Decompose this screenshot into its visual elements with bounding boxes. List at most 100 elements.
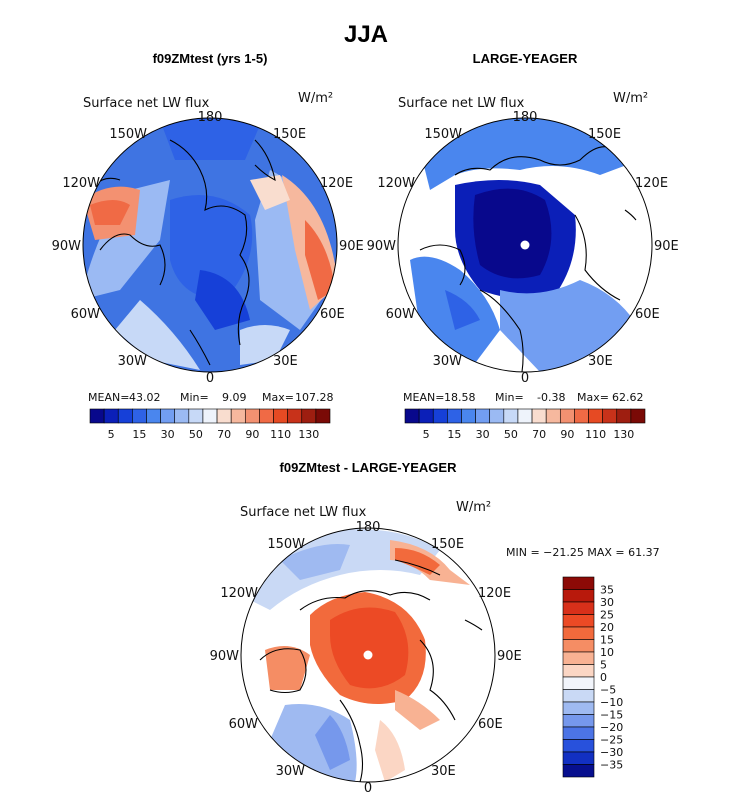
- lon-label: 60E: [478, 717, 503, 732]
- longitude-labels: 180 150E 120E 90E 60E 30E 0 30W 60W 90W …: [52, 110, 364, 386]
- lon-label: 60W: [386, 307, 416, 322]
- lon-label: 120W: [62, 176, 100, 191]
- colorbar-swatch: [273, 408, 288, 424]
- lon-label: 90W: [210, 649, 240, 664]
- lon-label: 180: [356, 520, 381, 535]
- colorbar-tick-label: 35: [600, 584, 614, 597]
- colorbar-swatch: [562, 726, 595, 740]
- lon-label: 150E: [431, 537, 464, 552]
- lon-label: 0: [521, 371, 529, 386]
- colorbar-tick-label: 70: [532, 428, 546, 441]
- map-outline: [82, 117, 338, 373]
- stat-max: 62.62: [612, 391, 644, 404]
- polar-map: [397, 117, 653, 373]
- lon-label: 90W: [52, 239, 82, 254]
- colorbar-swatch: [202, 408, 218, 424]
- lon-label: 60E: [635, 307, 660, 322]
- stats-line: MEAN= 43.02 Min= 9.09 Max= 107.28: [88, 391, 334, 404]
- colorbar-tick-label: 110: [270, 428, 291, 441]
- longitude-labels: 180 150E 120E 90E 60E 30E 0 30W 60W 90W …: [210, 520, 522, 796]
- lon-label: 60W: [229, 717, 259, 732]
- lon-label: 120E: [478, 586, 511, 601]
- colorbar-swatch: [562, 589, 595, 603]
- colorbar-swatch: [602, 408, 618, 424]
- colorbar-swatch: [562, 714, 595, 728]
- colorbar-tick-label: 30: [476, 428, 490, 441]
- colorbar-tick-label: 15: [132, 428, 146, 441]
- stat-mean-label: MEAN=: [403, 391, 444, 404]
- panel-units: W/m²: [613, 91, 648, 106]
- panel-units: W/m²: [298, 91, 333, 106]
- colorbar-swatch: [475, 408, 491, 424]
- colorbar-tick-label: 15: [447, 428, 461, 441]
- panel-control: f09ZMtest (yrs 1-5) Surface net LW flux …: [52, 51, 364, 441]
- colorbar-swatch: [287, 408, 303, 424]
- colorbar-tick-label: 10: [600, 646, 614, 659]
- colorbar-tick-label: 50: [189, 428, 203, 441]
- colorbar-swatch: [630, 408, 646, 424]
- colorbar-swatch: [562, 576, 595, 590]
- colorbar-swatch: [301, 408, 317, 424]
- lon-label: 60E: [320, 307, 345, 322]
- colorbar-swatch: [89, 408, 105, 424]
- lon-label: 30W: [118, 354, 148, 369]
- page-title: JJA: [344, 21, 388, 48]
- colorbar-swatch: [188, 408, 204, 424]
- colorbar-swatch: [146, 408, 161, 424]
- pole-marker: [363, 650, 373, 660]
- colorbar-tick-label: 25: [600, 609, 614, 622]
- colorbar-swatch: [103, 408, 119, 424]
- colorbar-tick-label: 5: [600, 659, 607, 672]
- lon-label: 150E: [273, 127, 306, 142]
- stat-max-label: Max=: [577, 391, 609, 404]
- colorbar-swatch: [517, 408, 533, 424]
- stats-line: MEAN= 18.58 Min= -0.38 Max= 62.62: [403, 391, 644, 404]
- lon-label: 30E: [588, 354, 613, 369]
- colorbar-swatch: [447, 408, 462, 424]
- lon-label: 150E: [588, 127, 621, 142]
- colorbar-tick-label: 90: [560, 428, 574, 441]
- pole-marker: [520, 240, 530, 250]
- colorbar-swatch: [160, 408, 176, 424]
- colorbar-tick-label: 15: [600, 634, 614, 647]
- coastlines: [419, 146, 637, 372]
- lon-label: 120W: [220, 586, 258, 601]
- colorbar-tick-label: −10: [600, 696, 623, 709]
- stat-mean-label: MEAN=: [88, 391, 129, 404]
- colorbar-swatch: [562, 676, 595, 690]
- colorbar-swatch: [503, 408, 519, 424]
- lon-label: 30W: [433, 354, 463, 369]
- colorbar-swatch: [216, 408, 232, 424]
- colorbar-swatch: [132, 408, 147, 424]
- colorbar-swatch: [174, 408, 190, 424]
- colorbar-swatch: [562, 701, 595, 715]
- panel-subtitle: Surface net LW flux: [240, 505, 367, 520]
- colorbar-swatch: [559, 408, 575, 424]
- coastlines: [259, 559, 483, 782]
- stat-max: 107.28: [295, 391, 334, 404]
- stat-min-label: Min=: [495, 391, 524, 404]
- colorbar-tick-label: 30: [161, 428, 175, 441]
- panel-reference: LARGE-YEAGER Surface net LW flux W/m²: [367, 51, 679, 441]
- panel-units: W/m²: [456, 500, 491, 515]
- panel-subtitle: Surface net LW flux: [398, 96, 525, 111]
- lon-label: 120W: [377, 176, 415, 191]
- stat-min: -0.38: [537, 391, 565, 404]
- lon-label: 30E: [273, 354, 298, 369]
- colorbar-swatch: [531, 408, 547, 424]
- colorbar-swatch: [418, 408, 434, 424]
- lon-label: 30E: [431, 764, 456, 779]
- colorbar-tick-label: −25: [600, 734, 623, 747]
- stat-max-label: Max=: [262, 391, 294, 404]
- colorbar-tick-label: 110: [585, 428, 606, 441]
- colorbar-tick-label: 50: [504, 428, 518, 441]
- colorbar-swatch: [461, 408, 476, 424]
- colorbar-tick-label: 130: [298, 428, 319, 441]
- colorbar-swatch: [230, 408, 246, 424]
- colorbar-swatch: [117, 408, 133, 424]
- colorbar-swatch: [562, 601, 595, 615]
- panel-subtitle: Surface net LW flux: [83, 96, 210, 111]
- colorbar-tick-label: 20: [600, 621, 614, 634]
- lon-label: 0: [206, 371, 214, 386]
